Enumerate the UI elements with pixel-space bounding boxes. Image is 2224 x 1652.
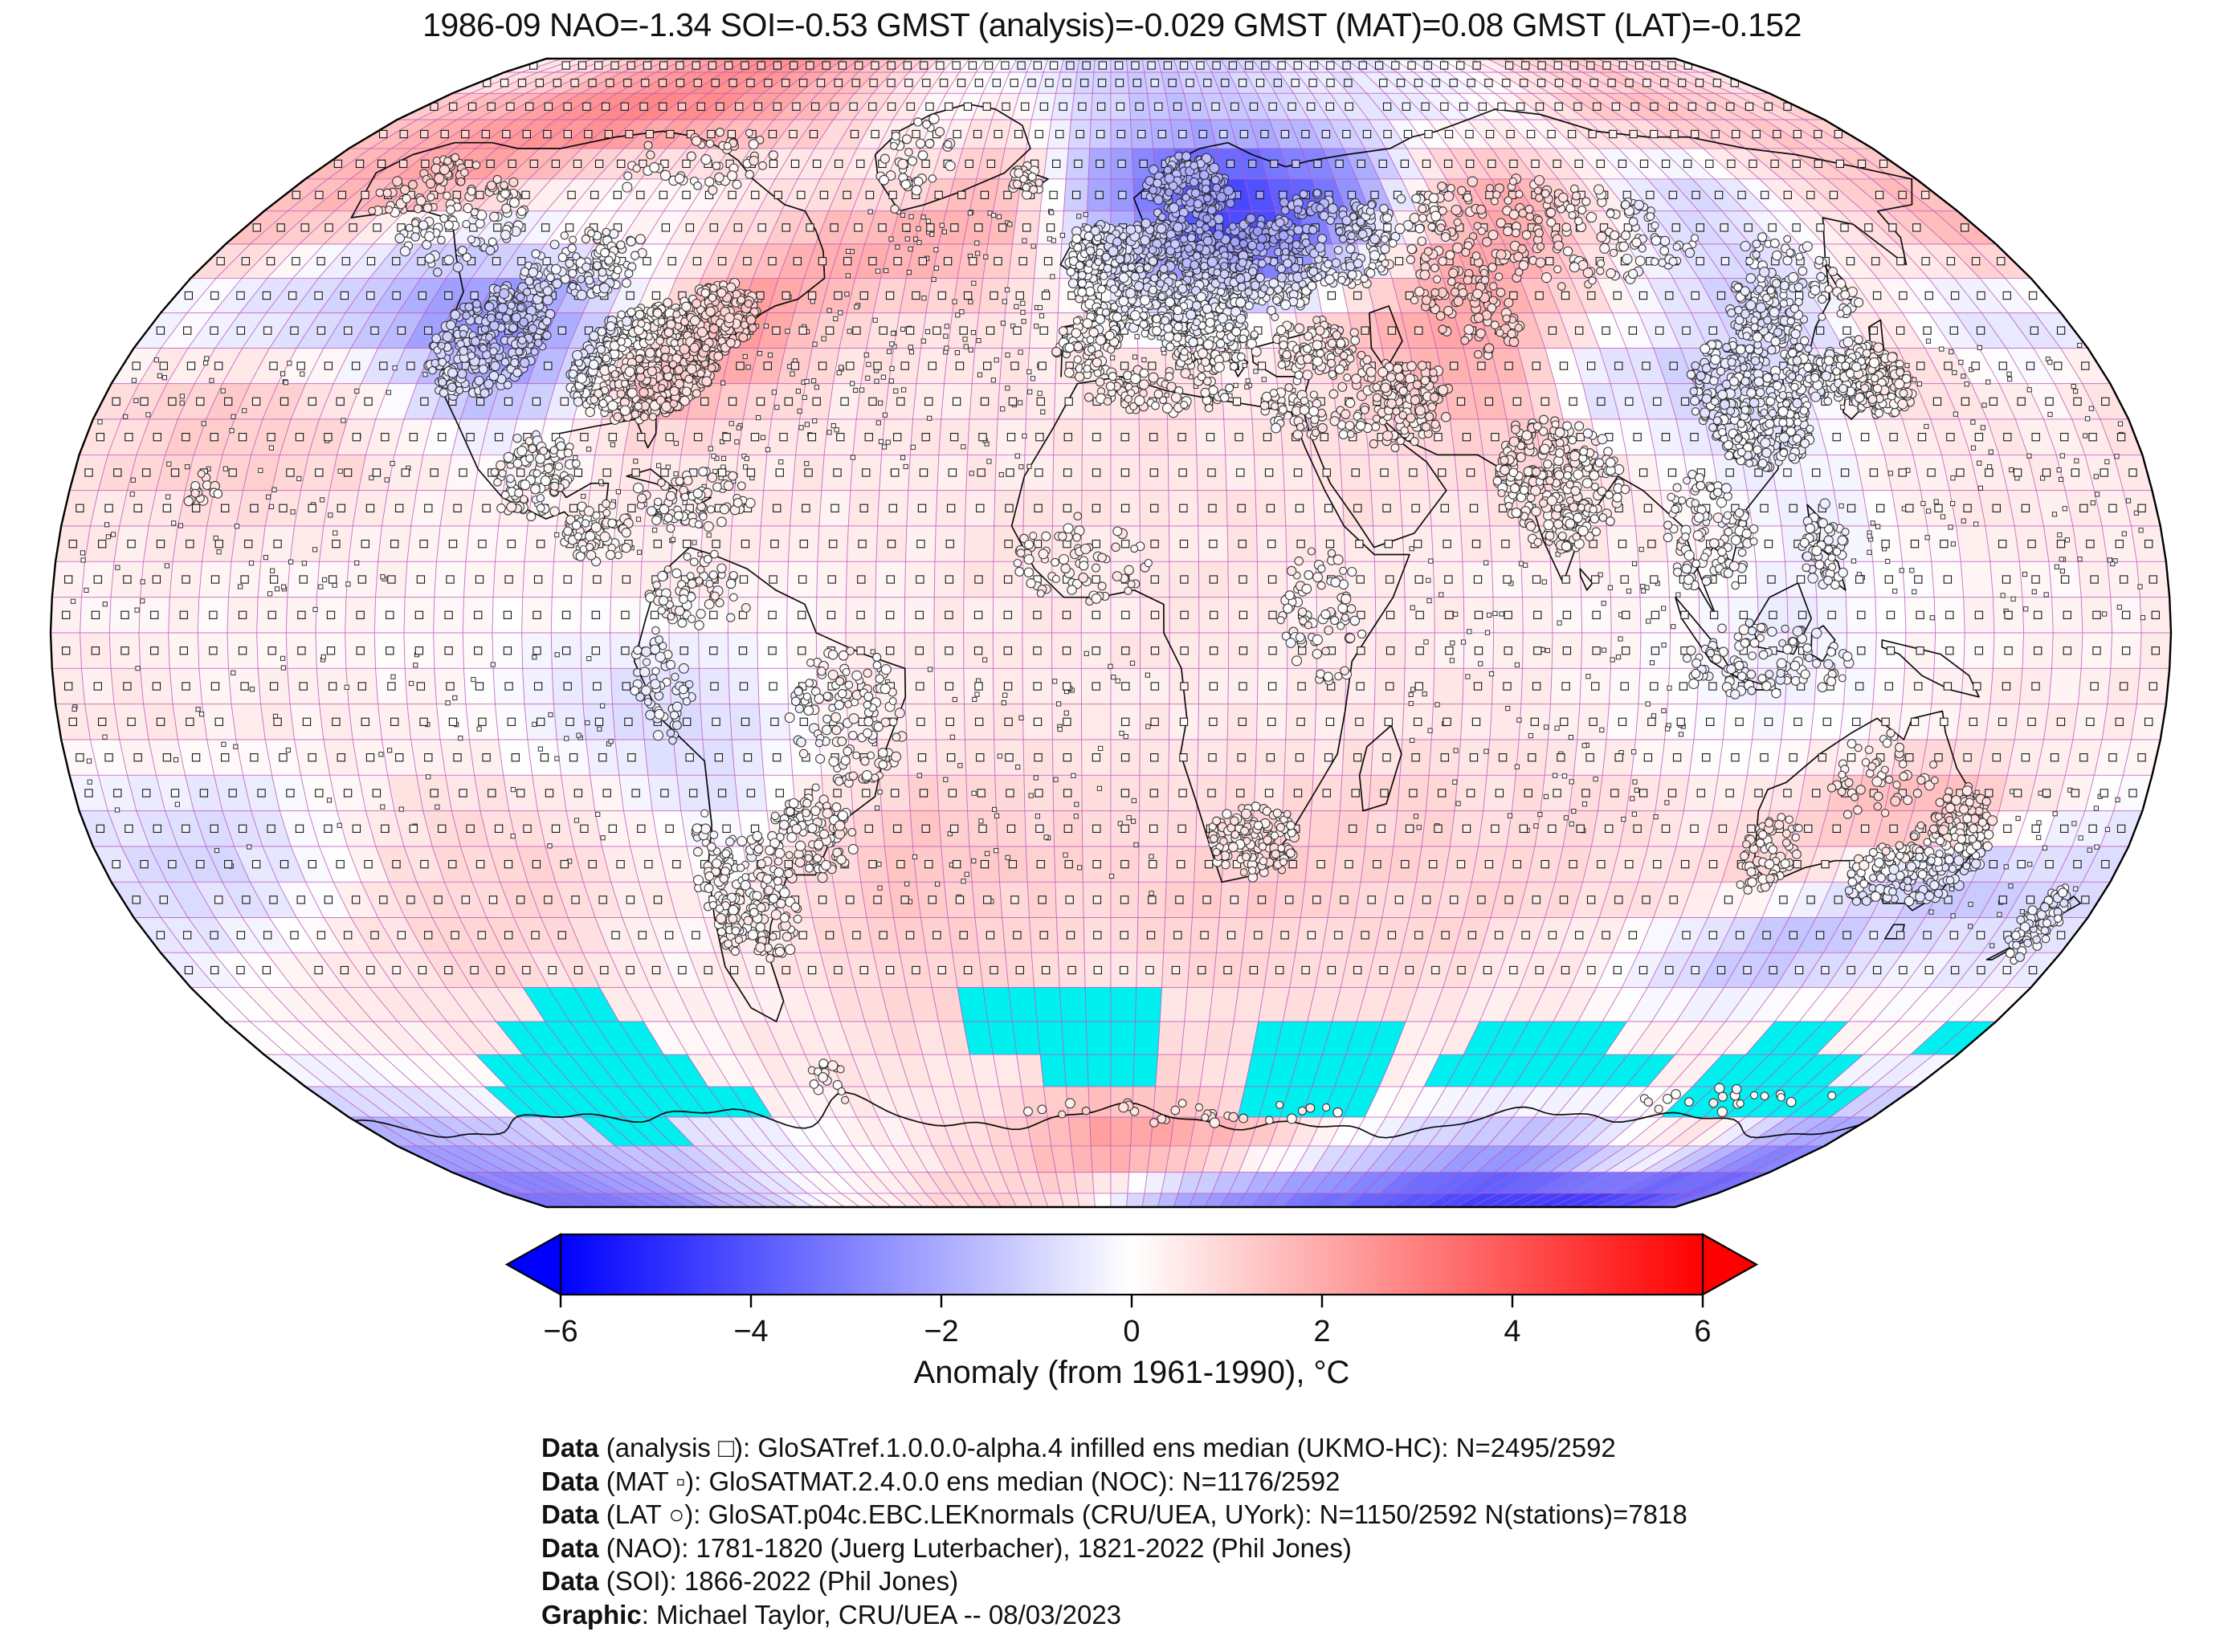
anomaly-grid-cells <box>51 59 2171 1207</box>
caption-line-text: (analysis □): GloSATref.1.0.0.0-alpha.4 … <box>598 1433 1616 1462</box>
colorbar-tick-label: 4 <box>1504 1315 1520 1348</box>
map-outline <box>49 57 2173 1209</box>
caption-line-text: (SOI): 1866-2022 (Phil Jones) <box>598 1566 959 1596</box>
caption-line-prefix: Data <box>541 1433 599 1462</box>
colorbar-axis-label: Anomaly (from 1961-1990), °C <box>914 1355 1350 1390</box>
colorbar-tick-label: 6 <box>1694 1315 1711 1348</box>
caption-line-text: (LAT ○): GloSAT.p04c.EBC.LEKnormals (CRU… <box>598 1499 1687 1529</box>
caption-line: Data (LAT ○): GloSAT.p04c.EBC.LEKnormals… <box>541 1498 1687 1532</box>
colorbar-gradient-bar <box>559 1233 1704 1296</box>
colorbar: −6 −4 −2 0 2 4 6 Anomaly (from 1961-1990), °C <box>504 1233 1759 1390</box>
colorbar-right-arrow <box>1701 1233 1759 1296</box>
colorbar-left-arrow <box>504 1233 562 1296</box>
colorbar-tick-label: 2 <box>1313 1315 1330 1348</box>
caption-line: Data (SOI): 1866-2022 (Phil Jones) <box>541 1564 1687 1598</box>
caption-line-prefix: Data <box>541 1466 599 1496</box>
caption-line-text: : Michael Taylor, CRU/UEA -- 08/03/2023 <box>641 1599 1122 1630</box>
colorbar-tick-label: −6 <box>543 1315 577 1348</box>
colorbar-tick-label: −4 <box>733 1315 768 1348</box>
caption-line-text: (NAO): 1781-1820 (Juerg Luterbacher), 18… <box>598 1532 1352 1563</box>
colorbar-tick-label: 0 <box>1123 1315 1140 1348</box>
caption-line: Data (MAT ▫): GloSATMAT.2.4.0.0 ens medi… <box>541 1465 1687 1499</box>
analysis-cell-markers <box>62 61 2160 975</box>
colorbar-ticks: −6 −4 −2 0 2 4 6 <box>543 1295 1712 1348</box>
colorbar-tick-label: −2 <box>924 1315 958 1348</box>
caption-line-prefix: Graphic <box>541 1599 642 1630</box>
caption-line-prefix: Data <box>541 1499 599 1529</box>
figure-title: 1986-09 NAO=-1.34 SOI=-0.53 GMST (analys… <box>422 6 1802 43</box>
caption-line: Data (analysis □): GloSATref.1.0.0.0-alp… <box>541 1431 1687 1465</box>
station-circle-markers <box>183 113 2071 1128</box>
caption-line: Graphic: Michael Taylor, CRU/UEA -- 08/0… <box>541 1598 1687 1632</box>
caption-line-text: (MAT ▫): GloSATMAT.2.4.0.0 ens median (N… <box>598 1466 1341 1496</box>
caption-line-prefix: Data <box>541 1532 599 1563</box>
data-caption: Data (analysis □): GloSATref.1.0.0.0-alp… <box>541 1431 1687 1631</box>
caption-line: Data (NAO): 1781-1820 (Juerg Luterbacher… <box>541 1532 1687 1565</box>
caption-line-prefix: Data <box>541 1566 599 1596</box>
